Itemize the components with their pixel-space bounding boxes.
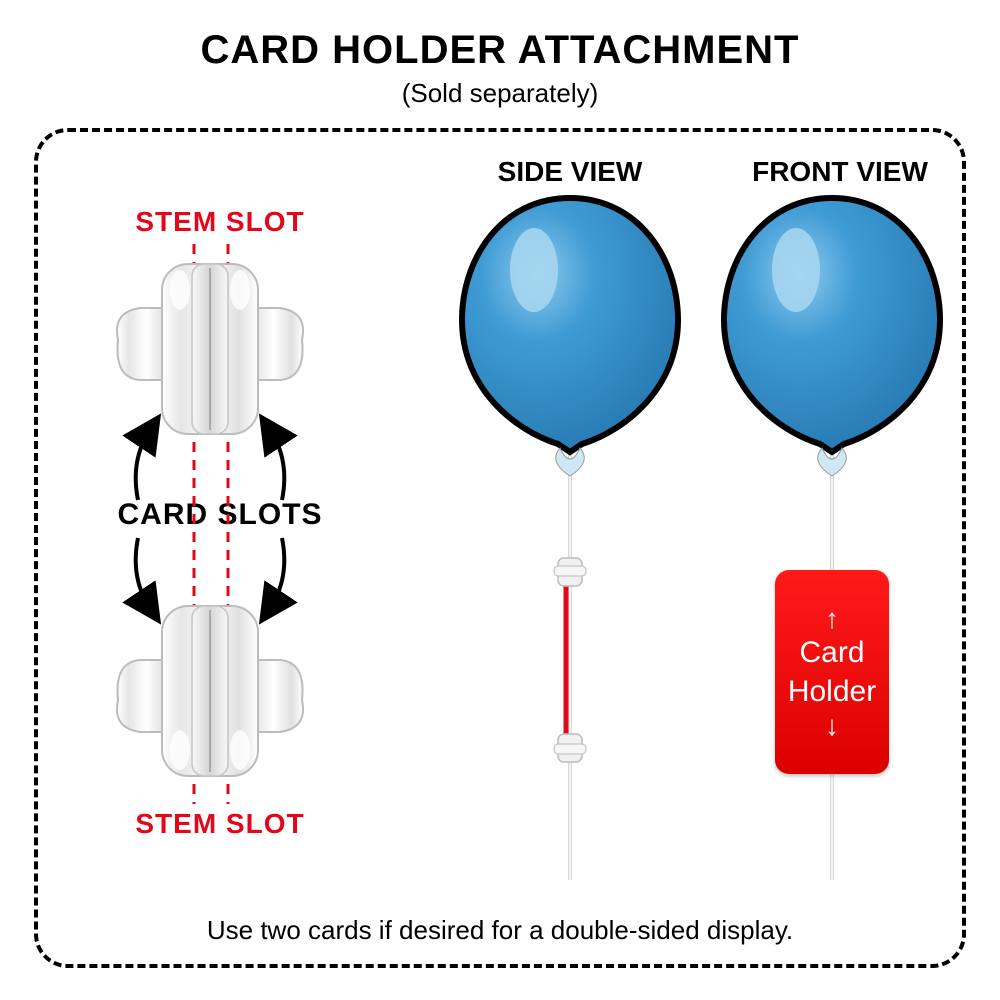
card-slot-arrow-tr bbox=[270, 430, 284, 500]
clip-top bbox=[117, 264, 303, 434]
card-text-line1: Card bbox=[799, 637, 864, 669]
card-slot-arrow-br bbox=[270, 538, 284, 608]
side-clip-top bbox=[554, 558, 586, 586]
footer-note: Use two cards if desired for a double-si… bbox=[0, 915, 1000, 946]
card-text-line2: Holder bbox=[788, 676, 876, 708]
balloon-side-view bbox=[462, 198, 678, 880]
side-clip-bottom bbox=[554, 734, 586, 762]
up-arrow-icon: ↑ bbox=[825, 605, 839, 633]
down-arrow-icon: ↓ bbox=[825, 712, 839, 740]
diagram-svg bbox=[0, 0, 1000, 1000]
card-holder-card: ↑ Card Holder ↓ bbox=[775, 570, 889, 774]
clip-bottom bbox=[117, 606, 303, 776]
card-slot-arrow-tl bbox=[136, 430, 150, 500]
balloon-front-view bbox=[724, 198, 940, 880]
card-slot-arrow-bl bbox=[136, 538, 150, 608]
